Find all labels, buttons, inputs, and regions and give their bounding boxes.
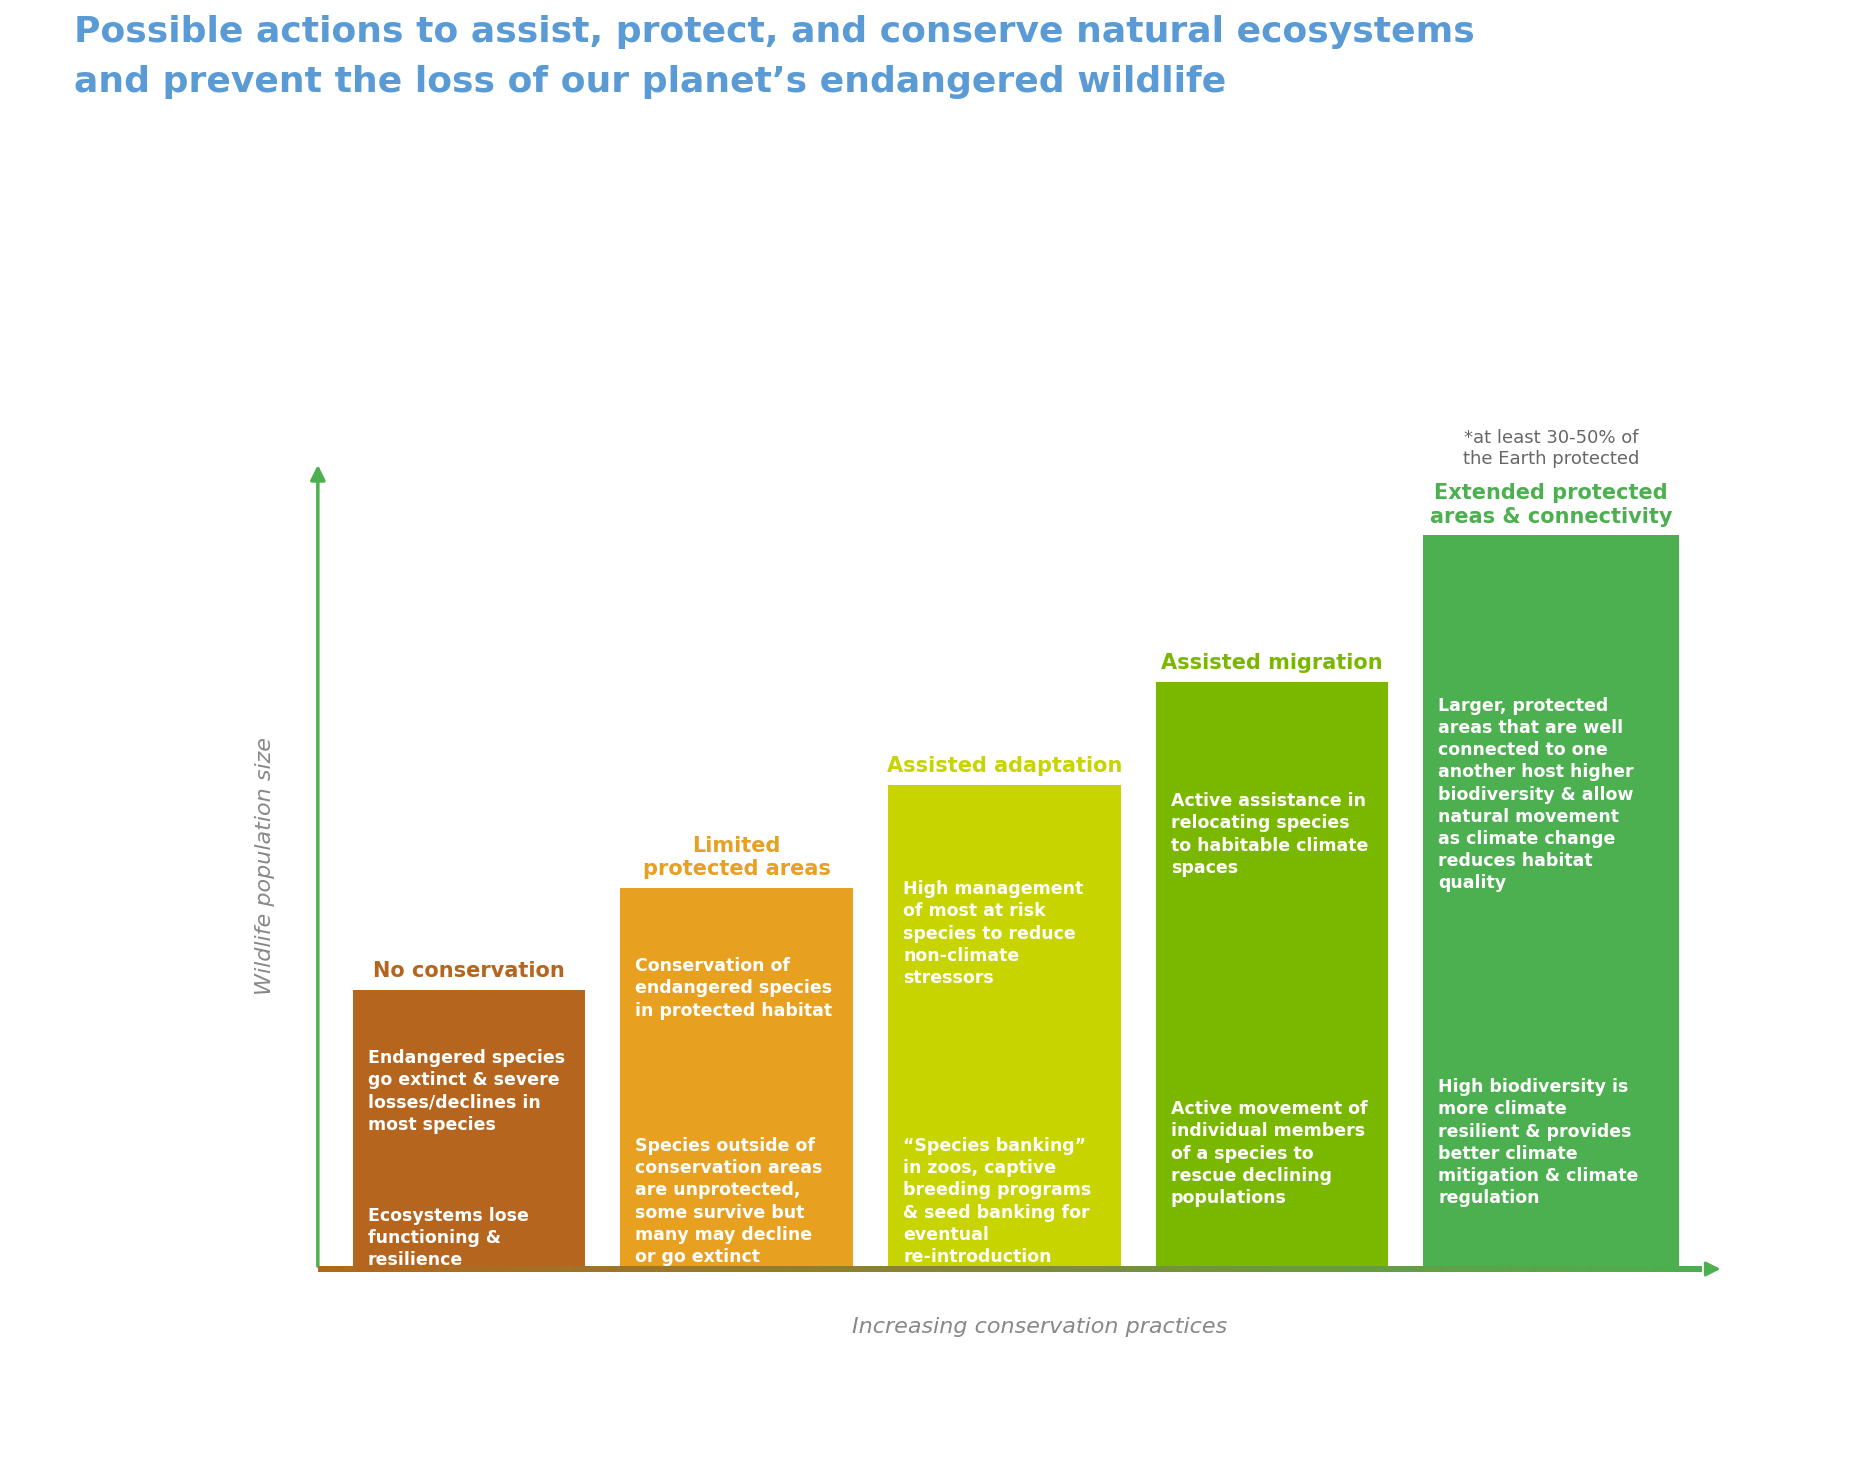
Text: Species outside of
conservation areas
are unprotected,
some survive but
many may: Species outside of conservation areas ar… bbox=[635, 1137, 824, 1266]
Text: “Species banking”
in zoos, captive
breeding programs
& seed banking for
eventual: “Species banking” in zoos, captive breed… bbox=[903, 1137, 1092, 1266]
Text: Endangered species
go extinct & severe
losses/declines in
most species: Endangered species go extinct & severe l… bbox=[368, 1049, 565, 1134]
Bar bbox=[620, 888, 853, 1269]
Text: No conservation: No conservation bbox=[374, 961, 565, 981]
Bar bbox=[888, 785, 1120, 1269]
Bar bbox=[1155, 682, 1388, 1269]
Bar bbox=[354, 990, 585, 1269]
Text: Larger, protected
areas that are well
connected to one
another host higher
biodi: Larger, protected areas that are well co… bbox=[1438, 697, 1634, 892]
Text: Conservation of
endangered species
in protected habitat: Conservation of endangered species in pr… bbox=[635, 956, 833, 1020]
Text: Assisted migration: Assisted migration bbox=[1161, 653, 1383, 673]
Text: Possible actions to assist, protect, and conserve natural ecosystems
and prevent: Possible actions to assist, protect, and… bbox=[74, 15, 1475, 98]
Text: High biodiversity is
more climate
resilient & provides
better climate
mitigation: High biodiversity is more climate resili… bbox=[1438, 1078, 1638, 1207]
Text: Increasing conservation practices: Increasing conservation practices bbox=[851, 1317, 1227, 1336]
Text: Limited
protected areas: Limited protected areas bbox=[642, 836, 831, 879]
Text: Active movement of
individual members
of a species to
rescue declining
populatio: Active movement of individual members of… bbox=[1170, 1100, 1368, 1207]
Text: *at least 30-50% of
the Earth protected: *at least 30-50% of the Earth protected bbox=[1462, 430, 1640, 468]
Text: Extended protected
areas & connectivity: Extended protected areas & connectivity bbox=[1429, 484, 1673, 527]
Bar bbox=[1423, 535, 1679, 1269]
Text: High management
of most at risk
species to reduce
non-climate
stressors: High management of most at risk species … bbox=[903, 880, 1083, 987]
Text: Wildlife population size: Wildlife population size bbox=[255, 736, 276, 995]
Text: Active assistance in
relocating species
to habitable climate
spaces: Active assistance in relocating species … bbox=[1170, 792, 1368, 877]
Text: Ecosystems lose
functioning &
resilience: Ecosystems lose functioning & resilience bbox=[368, 1206, 529, 1269]
Text: Assisted adaptation: Assisted adaptation bbox=[887, 756, 1122, 776]
